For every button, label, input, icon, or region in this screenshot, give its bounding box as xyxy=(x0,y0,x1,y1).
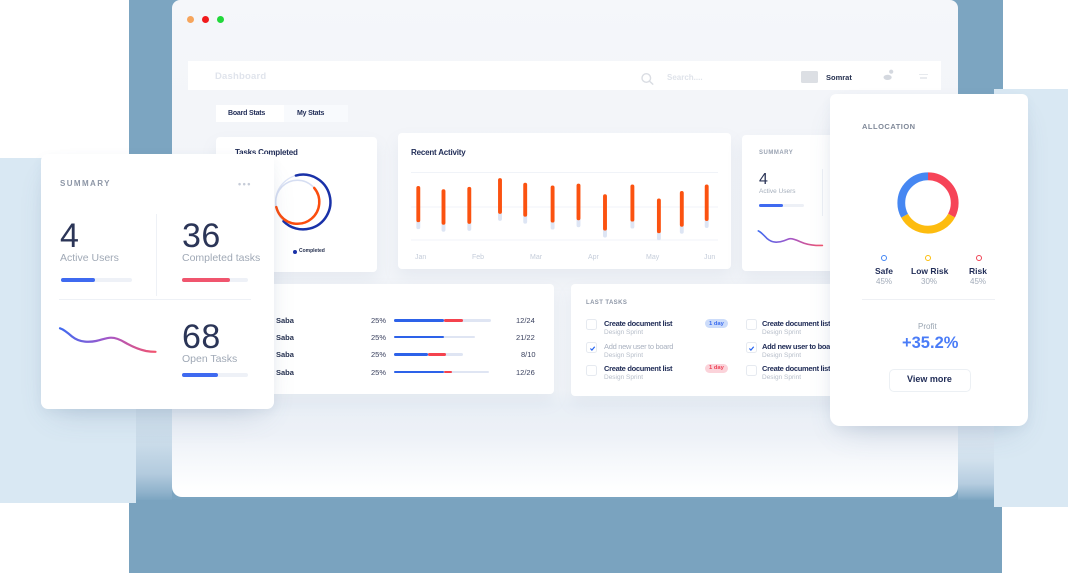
svg-text:Mar: Mar xyxy=(530,254,543,261)
svg-text:Jan: Jan xyxy=(415,254,426,261)
svg-text:May: May xyxy=(646,254,660,261)
svg-text:Apr: Apr xyxy=(588,254,600,261)
svg-text:Jun: Jun xyxy=(704,254,715,261)
svg-text:Feb: Feb xyxy=(472,254,484,261)
